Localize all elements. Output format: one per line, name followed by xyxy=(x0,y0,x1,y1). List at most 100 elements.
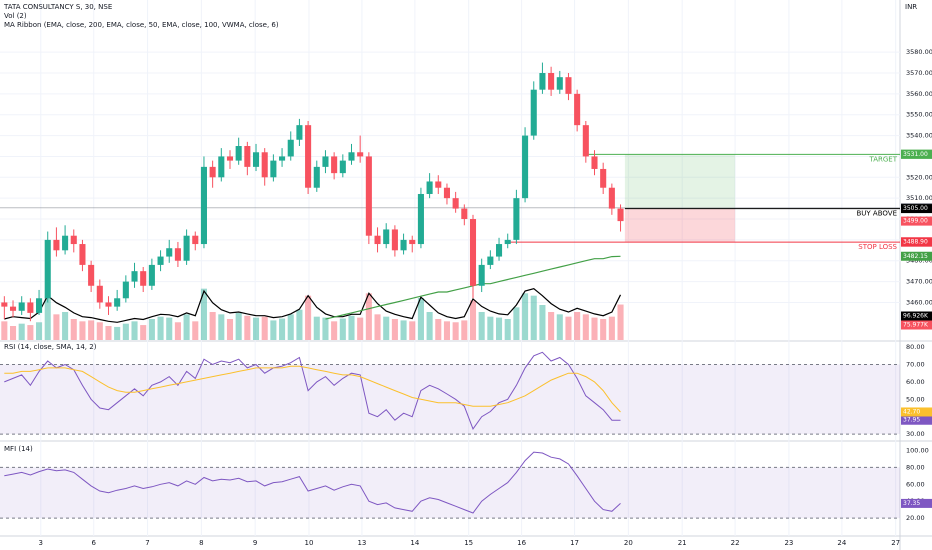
x-tick-label: 3 xyxy=(39,539,43,547)
candle-body xyxy=(313,166,320,188)
volume-bar xyxy=(1,321,8,340)
indicator-line xyxy=(4,351,621,430)
volume-bar xyxy=(565,316,572,340)
candle-body xyxy=(287,139,294,157)
volume-bar xyxy=(9,326,17,340)
volume-legend: Vol (2) xyxy=(4,12,27,20)
price-badge xyxy=(901,407,932,417)
candle-body xyxy=(365,156,372,236)
x-tick-label: 21 xyxy=(678,539,687,547)
candle-body xyxy=(1,302,8,307)
volume-bar xyxy=(261,316,268,340)
y-tick-label: 3540.00 xyxy=(906,132,932,140)
volume-bar xyxy=(504,319,511,340)
candle-body xyxy=(174,248,181,261)
candle-body xyxy=(270,160,277,178)
volume-bar xyxy=(287,314,294,340)
y-tick-label: 3520.00 xyxy=(906,173,932,181)
candle-body xyxy=(157,256,164,265)
volume-bar xyxy=(374,314,381,340)
volume-badge-label: 96.926K xyxy=(903,313,929,320)
volume-bar xyxy=(495,317,503,340)
candle-body xyxy=(44,239,51,299)
candle-body xyxy=(244,146,251,167)
currency: INR xyxy=(905,3,917,11)
x-tick-label: 17 xyxy=(570,539,579,547)
candle-body xyxy=(452,198,459,209)
volume-bar xyxy=(478,312,485,340)
volume-bar xyxy=(209,312,216,340)
candle-body xyxy=(183,235,190,261)
x-tick-label: 20 xyxy=(624,539,633,547)
volume-bar xyxy=(88,320,95,340)
price-badge xyxy=(901,204,932,214)
band-fill xyxy=(0,364,900,435)
candle-body xyxy=(192,235,199,245)
volume-badge xyxy=(901,320,932,330)
candle-body xyxy=(322,156,329,167)
volume-bar xyxy=(513,307,520,340)
volume-bar xyxy=(383,316,390,340)
candle-body xyxy=(400,239,407,251)
volume-bar xyxy=(174,322,181,340)
price-badge-label: 37.35 xyxy=(903,500,920,507)
x-tick-label: 7 xyxy=(145,539,149,547)
volume-bar xyxy=(443,321,450,340)
candle-body xyxy=(530,89,537,136)
volume-bar xyxy=(114,326,121,340)
volume-bar xyxy=(296,309,303,340)
candle-body xyxy=(131,271,138,282)
y-tick-label: 70.00 xyxy=(906,360,925,368)
y-tick-label: 60.00 xyxy=(906,378,925,386)
y-tick-label: 30.00 xyxy=(906,430,925,438)
volume-bar xyxy=(305,295,312,340)
candle-body xyxy=(279,156,286,161)
rsi-title: RSI (14, close, SMA, 14, 2) xyxy=(4,343,97,351)
volume-bar xyxy=(522,293,529,340)
volume-bar xyxy=(166,317,173,340)
y-tick-label: 3470.00 xyxy=(906,278,932,286)
candle-body xyxy=(574,93,581,126)
indicator-line xyxy=(4,365,621,413)
volume-bar xyxy=(435,319,442,340)
candle-body xyxy=(209,166,216,178)
volume-bar xyxy=(617,304,624,340)
volume-bar xyxy=(53,314,60,340)
y-tick-label: 80.00 xyxy=(906,343,925,351)
volume-bar xyxy=(539,305,546,340)
candle-body xyxy=(339,160,346,174)
volume-bar xyxy=(365,293,372,340)
candle-body xyxy=(417,193,424,245)
price-badge-label: 3488.90 xyxy=(903,239,928,246)
candle-body xyxy=(261,152,268,178)
candle-body xyxy=(591,156,598,169)
band-fill xyxy=(0,467,900,519)
x-tick-label: 16 xyxy=(517,539,526,547)
price-badge xyxy=(901,216,932,226)
price-badge-label: 37.95 xyxy=(903,417,920,424)
candle-body xyxy=(565,77,572,94)
y-tick-label: 3570.00 xyxy=(906,69,932,77)
volume-bar xyxy=(140,325,147,340)
price-badge-label: 3531.00 xyxy=(903,151,928,158)
volume-badge-label: 75.977K xyxy=(903,322,929,329)
candle-body xyxy=(36,298,43,313)
volume-bar xyxy=(530,295,537,340)
volume-bar xyxy=(62,312,69,340)
price-badge xyxy=(901,237,932,247)
x-tick-label: 8 xyxy=(199,539,203,547)
y-tick-label: 3460.00 xyxy=(906,298,932,306)
candle-body xyxy=(522,135,529,199)
stop-text: STOP LOSS xyxy=(858,243,897,251)
volume-bar xyxy=(79,321,86,340)
candle-body xyxy=(305,125,312,188)
candle-body xyxy=(235,146,242,161)
volume-bar xyxy=(469,300,477,340)
candle-body xyxy=(27,302,34,313)
x-tick-label: 10 xyxy=(305,539,314,547)
candle-body xyxy=(140,271,147,286)
x-tick-label: 15 xyxy=(464,539,473,547)
candle-body xyxy=(70,235,77,245)
